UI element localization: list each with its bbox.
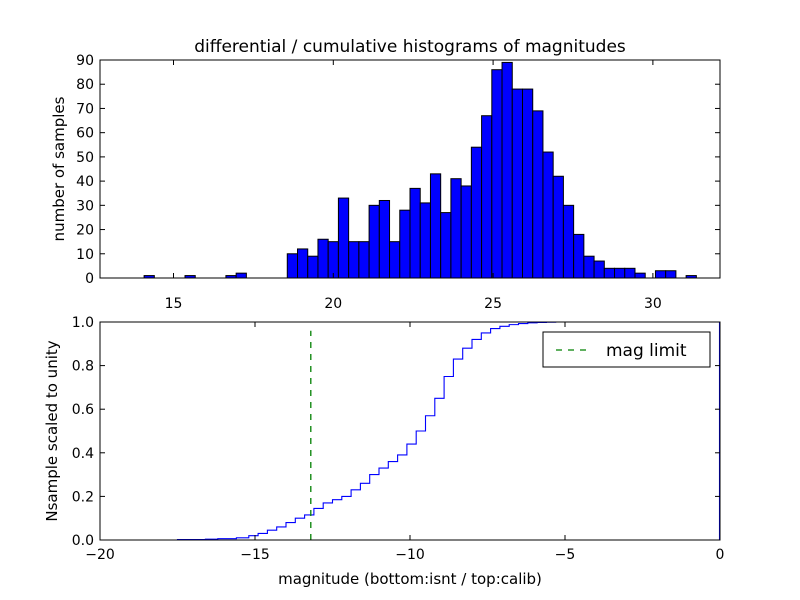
bottom-cumulative-axes: −20 −15 −10 −5 0 0.0 0.2 0.4 0.6 0.8 1.0 magnitude… (43, 315, 724, 588)
chart-title: differential / cumulative histograms of … (194, 37, 626, 57)
histogram-bar (634, 272, 646, 279)
histogram-bar (327, 241, 339, 279)
histogram-bars (143, 61, 697, 279)
top-ytick-label: 10 (76, 247, 94, 263)
legend-label-mag-limit: mag limit (606, 341, 687, 361)
histogram-bar (450, 178, 462, 279)
histogram-bar (603, 267, 616, 279)
top-ytick-label: 40 (76, 174, 94, 190)
histogram-bar (409, 187, 421, 279)
bottom-ytick-label: 0.4 (72, 446, 94, 462)
bottom-ytick-label: 0.6 (72, 402, 94, 418)
top-ytick-label: 50 (76, 150, 94, 166)
bottom-xtick-label: −15 (240, 547, 270, 563)
histogram-bar (358, 241, 370, 279)
histogram-bar (521, 88, 534, 279)
top-xtick-label: 25 (484, 296, 502, 312)
histogram-bar (440, 212, 452, 279)
bottom-ticks: −20 −15 −10 −5 0 0.0 0.2 0.4 0.6 0.8 1.0 (72, 315, 725, 563)
top-axes-frame (99, 59, 721, 279)
top-ylabel: number of samples (50, 96, 68, 241)
histogram-bar (593, 260, 605, 279)
histogram-bar (542, 151, 554, 279)
histogram-bar (307, 255, 319, 279)
histogram-bar (491, 69, 503, 279)
bottom-axes-frame (99, 321, 721, 541)
histogram-bar (552, 175, 564, 279)
top-ytick-label: 30 (76, 198, 94, 214)
top-ytick-label: 60 (76, 126, 94, 142)
histogram-bar (501, 61, 513, 279)
bottom-ytick-label: 0.8 (72, 359, 94, 375)
histogram-bar (583, 255, 595, 279)
histogram-bar (337, 197, 350, 279)
top-ytick-label: 70 (76, 101, 94, 117)
histogram-bar (317, 238, 329, 279)
bottom-xtick-label: 0 (716, 547, 725, 563)
histogram-bar (511, 88, 523, 279)
cumulative-step-line (100, 321, 720, 541)
histogram-bar (562, 204, 575, 279)
histogram-bar (235, 272, 247, 279)
legend: mag limit (542, 331, 711, 368)
histogram-bar (399, 209, 411, 279)
histogram-bar (297, 248, 309, 279)
histogram-bar (624, 267, 636, 279)
histogram-bar (470, 146, 483, 279)
top-xtick-label: 20 (324, 296, 342, 312)
top-histogram-axes: differential / cumulative histograms of … (50, 37, 721, 312)
histogram-bar (368, 204, 380, 279)
histogram-bar (389, 241, 401, 279)
histogram-bar (286, 253, 299, 279)
bottom-ylabel: Nsample scaled to unity (43, 340, 61, 521)
histogram-bar (481, 115, 493, 279)
histogram-bar (378, 199, 391, 279)
histogram-bar (429, 173, 442, 279)
top-xtick-label: 30 (644, 296, 662, 312)
top-ytick-label: 20 (76, 223, 94, 239)
bottom-ytick-label: 0.2 (72, 489, 94, 505)
bottom-xtick-label: −20 (85, 547, 115, 563)
top-ytick-label: 80 (76, 77, 94, 93)
histogram-bar (614, 267, 626, 279)
top-xtick-label: 15 (165, 296, 183, 312)
bottom-xtick-label: −10 (395, 547, 425, 563)
bottom-ytick-label: 0.0 (72, 533, 94, 549)
histogram-bar (348, 241, 360, 279)
top-ytick-label: 90 (76, 53, 94, 69)
top-ytick-label: 0 (85, 271, 94, 287)
bottom-xlabel: magnitude (bottom:isnt / top:calib) (278, 570, 542, 588)
histogram-bar (419, 202, 431, 279)
histogram-bar (460, 185, 472, 279)
histogram-bar (573, 233, 585, 279)
bottom-ytick-label: 1.0 (72, 315, 94, 331)
histogram-bar (654, 270, 667, 279)
histogram-bar (665, 270, 677, 279)
bottom-xtick-label: −5 (555, 547, 576, 563)
histogram-bar (532, 110, 544, 279)
